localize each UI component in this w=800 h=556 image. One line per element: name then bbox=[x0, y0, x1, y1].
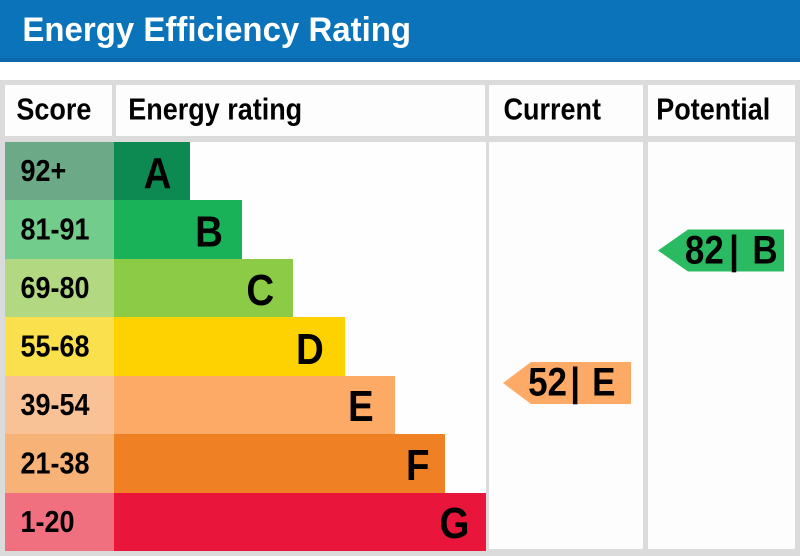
svg-text:1-20: 1-20 bbox=[21, 506, 75, 540]
svg-text:F: F bbox=[406, 441, 430, 490]
svg-text:39-54: 39-54 bbox=[21, 389, 90, 423]
svg-text:G: G bbox=[440, 499, 470, 548]
svg-text:21-38: 21-38 bbox=[21, 447, 90, 481]
svg-text:A: A bbox=[144, 149, 172, 198]
svg-text:B: B bbox=[195, 207, 223, 256]
svg-text:|: | bbox=[570, 360, 580, 406]
svg-text:|: | bbox=[729, 227, 739, 273]
svg-text:55-68: 55-68 bbox=[21, 330, 90, 364]
svg-text:81-91: 81-91 bbox=[21, 213, 90, 247]
svg-text:Energy Efficiency Rating: Energy Efficiency Rating bbox=[22, 10, 411, 49]
svg-text:Score: Score bbox=[16, 93, 91, 127]
svg-text:92+: 92+ bbox=[21, 155, 67, 189]
svg-text:82: 82 bbox=[685, 227, 724, 271]
svg-text:Energy rating: Energy rating bbox=[128, 93, 302, 127]
svg-text:E: E bbox=[592, 360, 615, 404]
svg-text:E: E bbox=[348, 382, 374, 431]
svg-text:Potential: Potential bbox=[656, 93, 770, 127]
svg-text:B: B bbox=[752, 227, 777, 271]
svg-text:Current: Current bbox=[504, 93, 602, 127]
svg-text:69-80: 69-80 bbox=[21, 272, 90, 306]
svg-text:D: D bbox=[296, 325, 324, 374]
svg-text:C: C bbox=[246, 266, 274, 315]
svg-text:52: 52 bbox=[528, 360, 567, 404]
